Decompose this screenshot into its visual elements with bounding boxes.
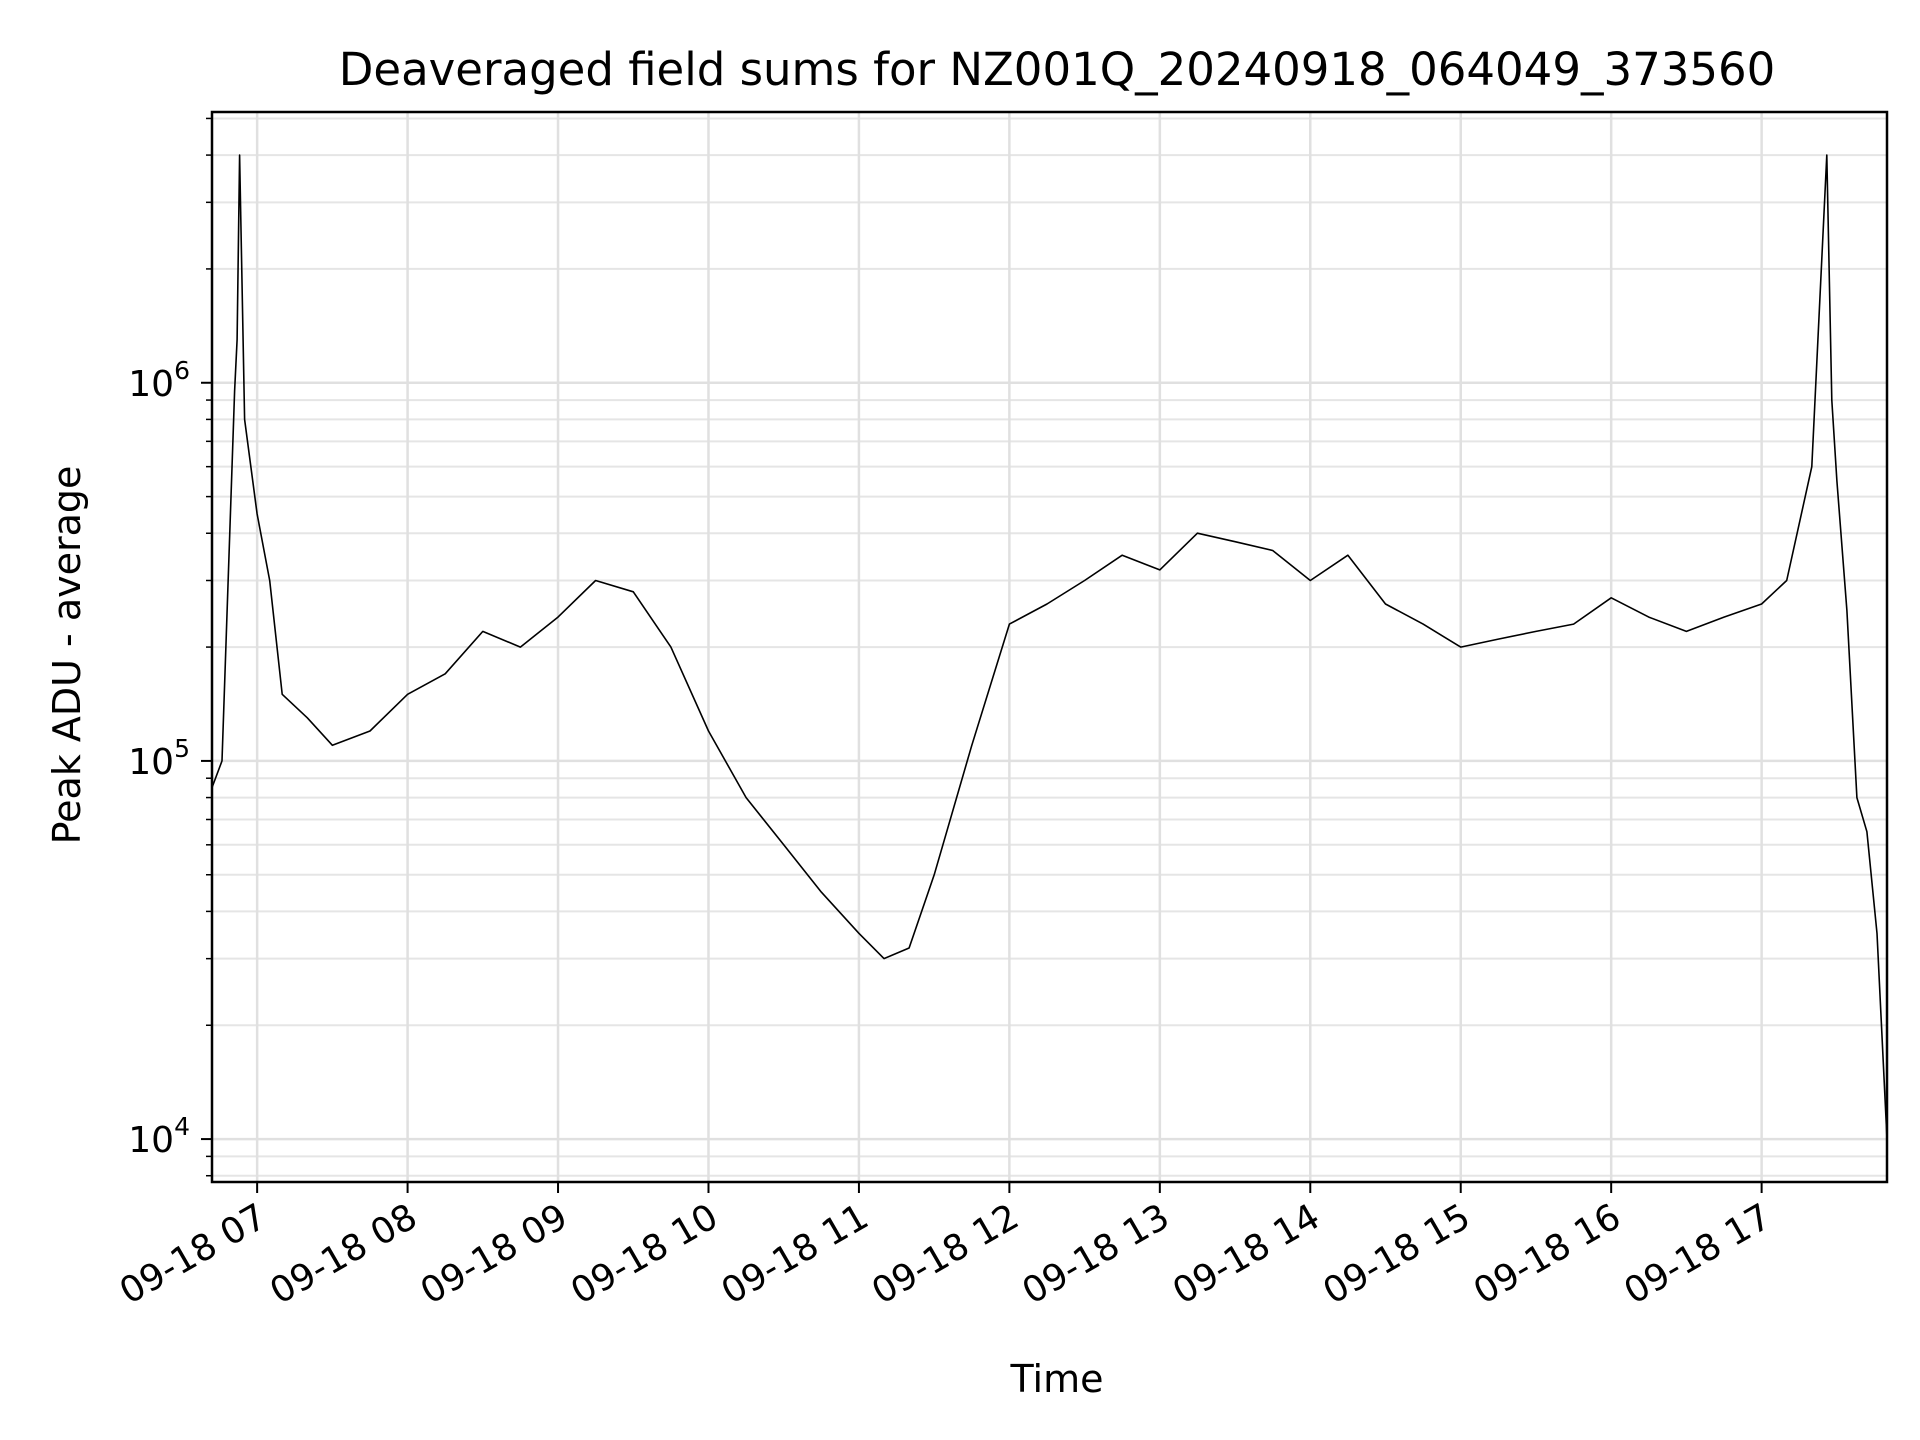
y-tick-label: 105	[128, 734, 190, 783]
x-axis-label: Time	[1010, 1357, 1104, 1401]
axes-frame	[210, 110, 1889, 1184]
plot-area	[211, 154, 1888, 1140]
y-axis-label: Peak ADU - average	[45, 466, 89, 845]
chart-title: Deaveraged field sums for NZ001Q_2024091…	[339, 43, 1775, 96]
y-tick-label: 104	[128, 1112, 190, 1161]
y-tick-label: 106	[128, 356, 190, 405]
grid	[212, 112, 1887, 1182]
series-line	[211, 154, 1888, 1140]
